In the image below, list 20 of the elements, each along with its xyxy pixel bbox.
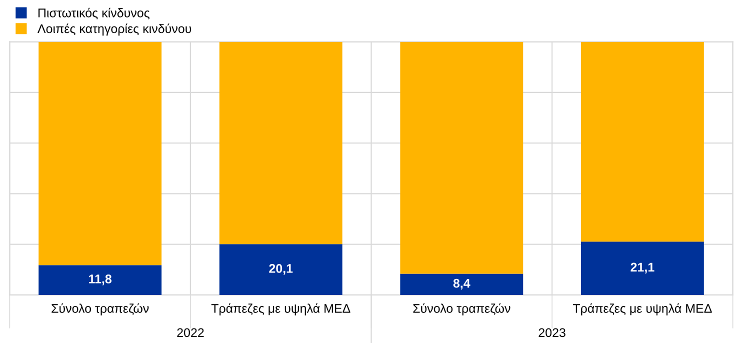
legend-label: Πιστωτικός κίνδυνος (38, 8, 150, 20)
bar (219, 244, 342, 295)
bar (38, 42, 162, 266)
data-label: 8,4 (453, 278, 470, 290)
bar (400, 42, 524, 274)
text: 2023 (538, 328, 566, 338)
bar (580, 242, 704, 295)
legend-label: Λοιπές κατηγορίες κινδύνου (38, 24, 192, 36)
data-label: 21,1 (630, 262, 654, 274)
bar (580, 42, 704, 242)
bar (219, 42, 342, 244)
x-tick-label: Σύνολο τραπεζών (413, 303, 510, 316)
data-label: 11,8 (89, 274, 112, 286)
bar (400, 274, 524, 295)
x-tick-label: Τράπεζες με υψηλά ΜΕΔ (211, 303, 350, 316)
x-tick-label: Σύνολο τραπεζών (52, 303, 149, 316)
x-tick-label: Τράπεζες με υψηλά ΜΕΔ (572, 303, 712, 316)
bar (38, 265, 162, 295)
data-label: 20,1 (269, 264, 293, 275)
text: 2022 (177, 328, 204, 338)
